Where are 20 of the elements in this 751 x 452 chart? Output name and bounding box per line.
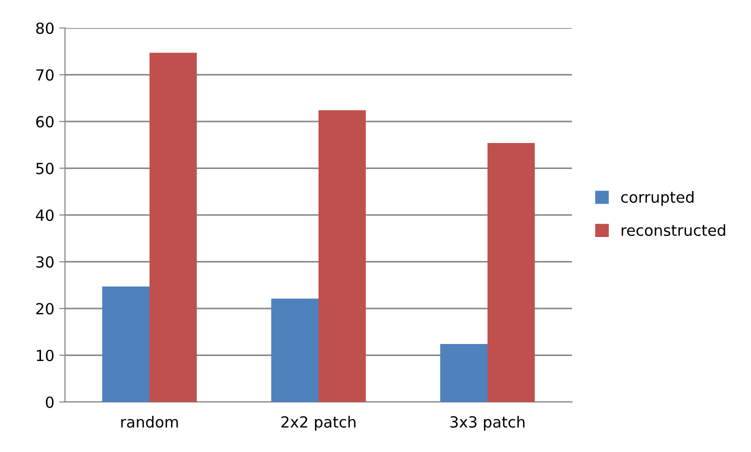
bar [150, 52, 197, 402]
y-tick-label: 10 [36, 350, 54, 362]
y-tick-label: 0 [46, 396, 54, 408]
x-tick-label: 3x3 patch [450, 416, 524, 431]
y-tick-label: 20 [36, 302, 54, 315]
y-tick-label: 70 [36, 69, 54, 81]
bar [440, 344, 488, 402]
y-tick-label: 80 [36, 22, 54, 34]
legend-label: corrupted [621, 191, 694, 206]
bar [271, 298, 318, 402]
bar [318, 110, 366, 402]
y-tick-label: 50 [36, 162, 54, 174]
y-tick-label: 60 [36, 116, 54, 128]
y-tick-label: 40 [36, 209, 54, 222]
bar [488, 143, 535, 402]
bar [102, 286, 150, 402]
legend-label: reconstructed [622, 224, 726, 236]
y-tick-label: 30 [36, 256, 54, 268]
x-tick-label: 2x2 patch [281, 416, 356, 431]
x-tick-label: random [121, 416, 178, 428]
